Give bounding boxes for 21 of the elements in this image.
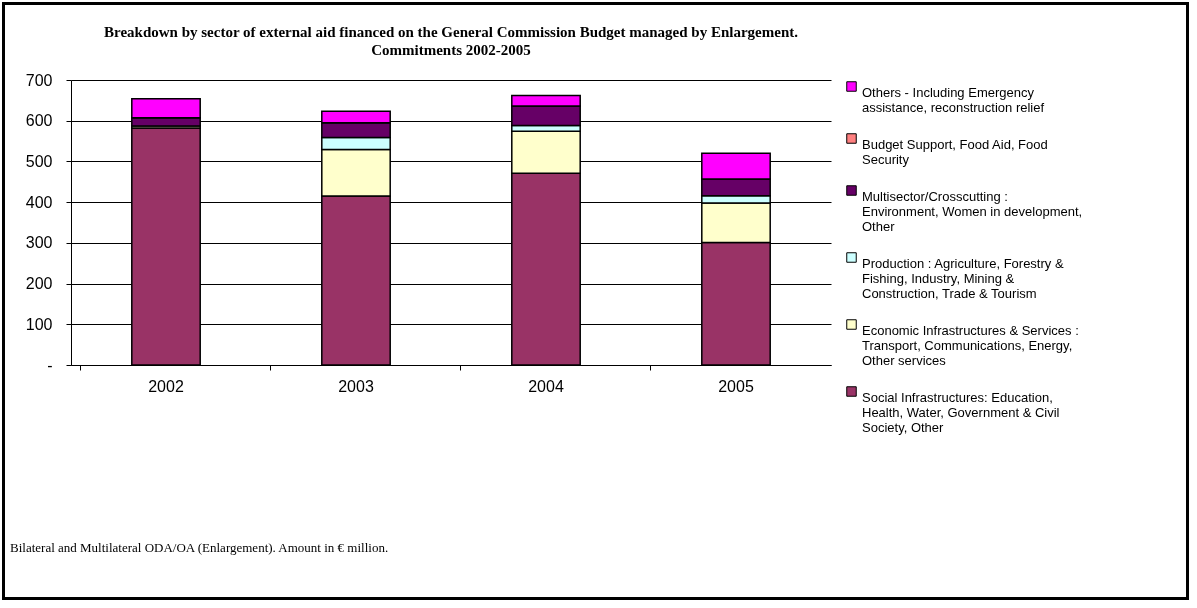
y-tick-label: 500 [25,152,53,170]
legend-label: Social Infrastructures: Education, Health, Water, Government & Civil Society, Other [862,389,1060,435]
legend-label: Budget Support, Food Aid, Food Security [862,136,1048,167]
y-tick-label: 200 [25,275,53,293]
legend-label: Production : Agriculture, Forestry & Fishing, Industry, Mining & Construction, Trade & Tourism [862,255,1064,301]
x-tick-label: 2002 [148,377,184,395]
y-tick-label: 700 [25,71,53,89]
y-tick-label: 300 [25,234,53,252]
x-tick-label: 2003 [338,377,374,395]
text: Bilateral and Multilateral ODA/OA (Enlargement). Amount in € million. [10,540,389,556]
legend-label: Others - Including Emergency assistance, reconstruction relief [862,84,1045,115]
y-tick-label: 600 [25,112,53,130]
y-tick-label: 100 [25,315,53,333]
chart-title: Breakdown by sector of external aid financed on the General Commission Budget managed by Enlargement. [103,24,799,40]
legend-label: Economic Infrastructures & Services : Transport, Communications, Energy, Other services [862,322,1079,368]
x-tick-label: 2004 [528,377,564,395]
y-tick-label: - [47,356,53,374]
legend-label: Multisector/Crosscutting : Environment, Women in development, Other [862,188,1083,234]
x-tick-label: 2005 [718,377,754,395]
chart-subtitle: Commitments 2002-2005 [371,42,531,58]
y-tick-label: 400 [25,193,53,211]
